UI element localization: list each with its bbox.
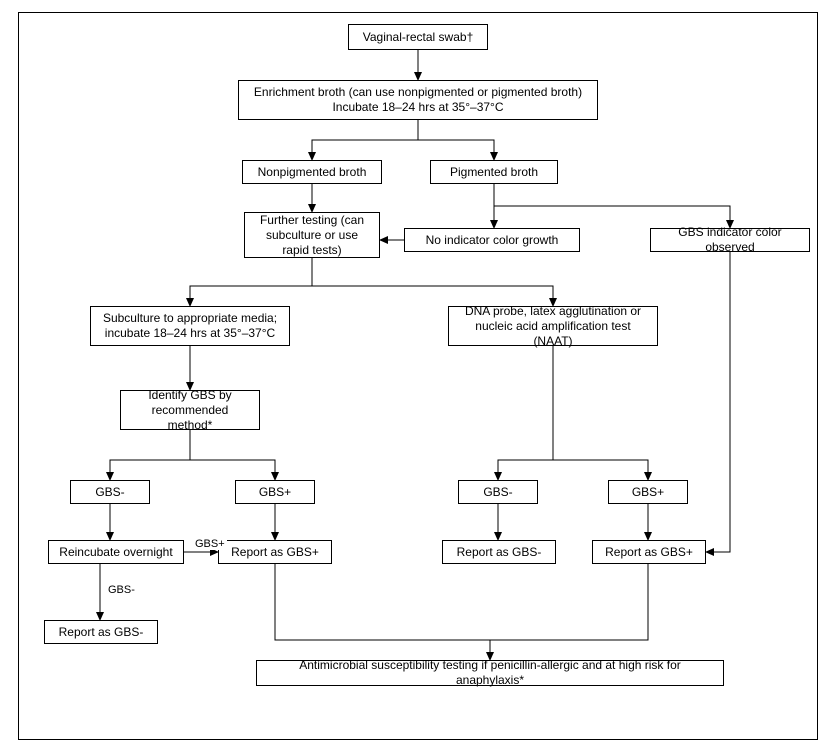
node-repminusR: Report as GBS- xyxy=(442,540,556,564)
node-pig: Pigmented broth xyxy=(430,160,558,184)
node-repminusL: Report as GBS- xyxy=(44,620,158,644)
node-reinc: Reincubate overnight xyxy=(48,540,184,564)
node-swab: Vaginal-rectal swab† xyxy=(348,24,488,50)
node-identify: Identify GBS byrecommended method* xyxy=(120,390,260,430)
node-noind: No indicator color growth xyxy=(404,228,580,252)
node-gbsind: GBS indicator color observed xyxy=(650,228,810,252)
node-repplusR: Report as GBS+ xyxy=(592,540,706,564)
flowchart-frame: Vaginal-rectal swab† Enrichment broth (ca… xyxy=(0,0,838,754)
node-gbsplusL: GBS+ xyxy=(235,480,315,504)
node-dna: DNA probe, latex agglutination or nuclei… xyxy=(448,306,658,346)
node-gbsminusR: GBS- xyxy=(458,480,538,504)
node-antimicrob: Antimicrobial susceptibility testing if … xyxy=(256,660,724,686)
node-enrich: Enrichment broth (can use nonpigmented o… xyxy=(238,80,598,120)
node-gbsplusR: GBS+ xyxy=(608,480,688,504)
node-subculture: Subculture to appropriate media;incubate… xyxy=(90,306,290,346)
node-further: Further testing (can subculture or use r… xyxy=(244,212,380,258)
node-gbsminusL: GBS- xyxy=(70,480,150,504)
edge-label-19: GBS- xyxy=(106,584,137,596)
edge-label-18: GBS+ xyxy=(193,538,227,550)
node-repplusL: Report as GBS+ xyxy=(218,540,332,564)
node-nonpig: Nonpigmented broth xyxy=(242,160,382,184)
